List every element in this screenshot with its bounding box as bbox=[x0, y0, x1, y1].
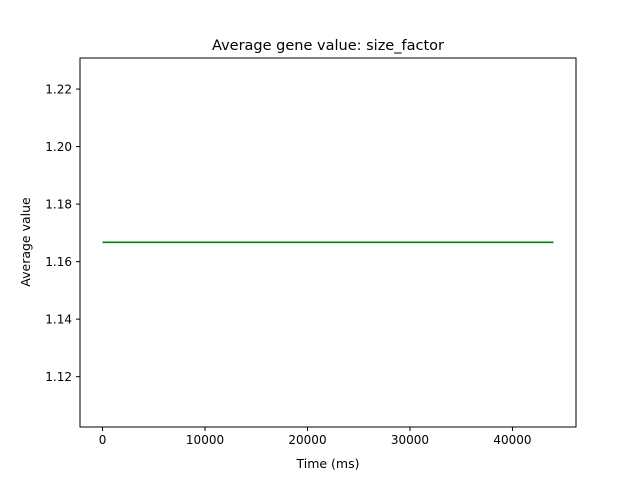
x-tick-label: 30000 bbox=[391, 433, 429, 447]
x-tick-label: 40000 bbox=[493, 433, 531, 447]
y-tick-label: 1.18 bbox=[45, 198, 72, 212]
x-tick-label: 0 bbox=[99, 433, 107, 447]
y-axis: 1.12 1.14 1.16 1.18 1.20 1.22 bbox=[45, 83, 80, 384]
plot-frame bbox=[79, 57, 577, 428]
x-axis: 0 10000 20000 30000 40000 bbox=[99, 427, 532, 447]
x-axis-label: Time (ms) bbox=[295, 456, 359, 471]
y-tick-label: 1.14 bbox=[45, 313, 72, 327]
y-tick-label: 1.22 bbox=[45, 83, 72, 97]
x-tick-label: 20000 bbox=[288, 433, 326, 447]
y-tick-label: 1.20 bbox=[45, 140, 72, 154]
y-tick-label: 1.16 bbox=[45, 255, 72, 269]
x-tick-label: 10000 bbox=[186, 433, 224, 447]
y-tick-label: 1.12 bbox=[45, 370, 72, 384]
chart-title: Average gene value: size_factor bbox=[212, 38, 444, 54]
y-axis-label: Average value bbox=[18, 197, 33, 287]
